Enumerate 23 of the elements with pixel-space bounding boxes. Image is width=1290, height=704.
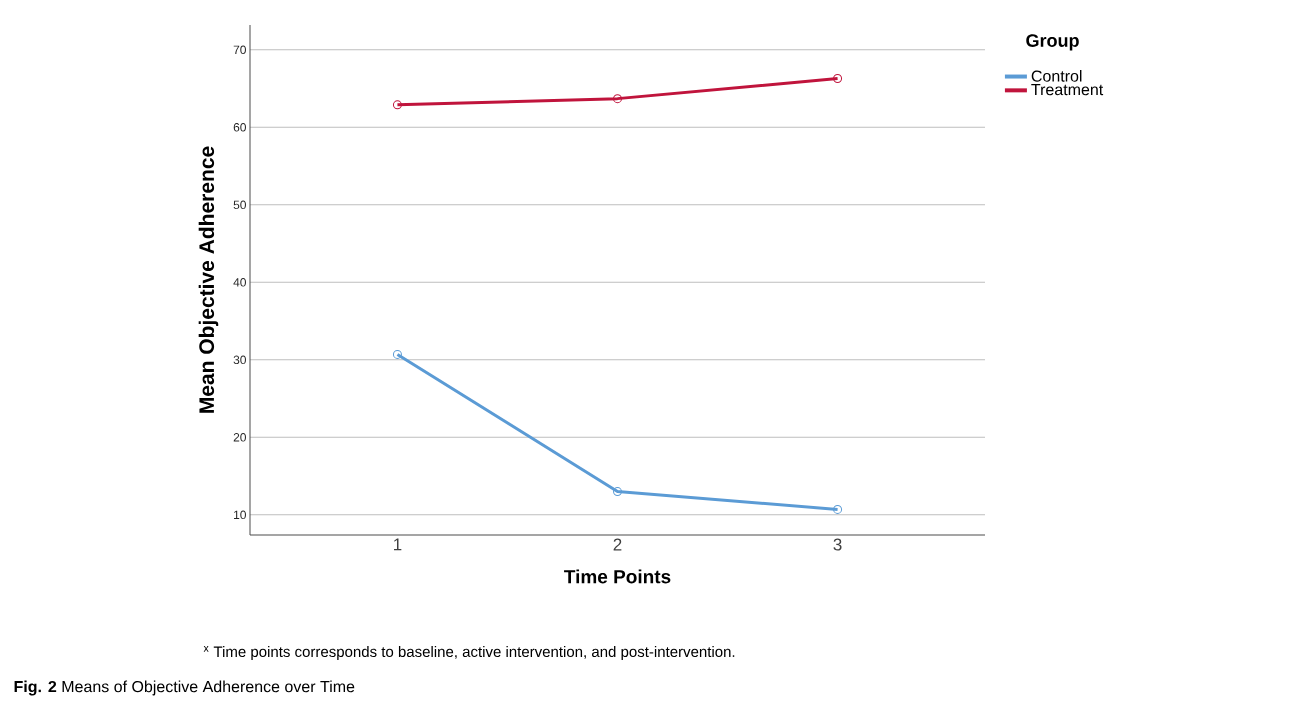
point bbox=[392, 349, 402, 359]
y-tick-label: 20 bbox=[233, 433, 246, 442]
y-tick-label: 10 bbox=[234, 510, 246, 520]
point bbox=[613, 487, 623, 497]
y-tick-label: 60 bbox=[233, 123, 246, 132]
x-axis-title: Time Points bbox=[564, 569, 671, 584]
text: $^{x}$ Time points corresponds to baseline, active intervention, and post-intervention. bbox=[203, 646, 735, 660]
y-tick-label: 70 bbox=[233, 45, 246, 55]
x-tick-label: 2 bbox=[613, 538, 622, 551]
legend-label: Treatment bbox=[1031, 84, 1104, 96]
point bbox=[613, 94, 623, 104]
point bbox=[392, 100, 402, 110]
text: Fig. 2 Means of Objective Adherence over Time bbox=[14, 680, 355, 696]
y-tick-label: 30 bbox=[233, 355, 246, 365]
legend-label: Control bbox=[1031, 70, 1082, 82]
x-tick-label: 1 bbox=[394, 538, 402, 551]
y-axis-title: Mean Objective Adherence bbox=[198, 146, 219, 413]
point bbox=[833, 73, 843, 83]
x-tick-label: 3 bbox=[833, 538, 842, 551]
y-tick-label: 40 bbox=[233, 278, 246, 287]
legend-title: Group bbox=[1026, 34, 1079, 51]
y-tick-label: 50 bbox=[233, 200, 246, 210]
point bbox=[833, 504, 843, 514]
